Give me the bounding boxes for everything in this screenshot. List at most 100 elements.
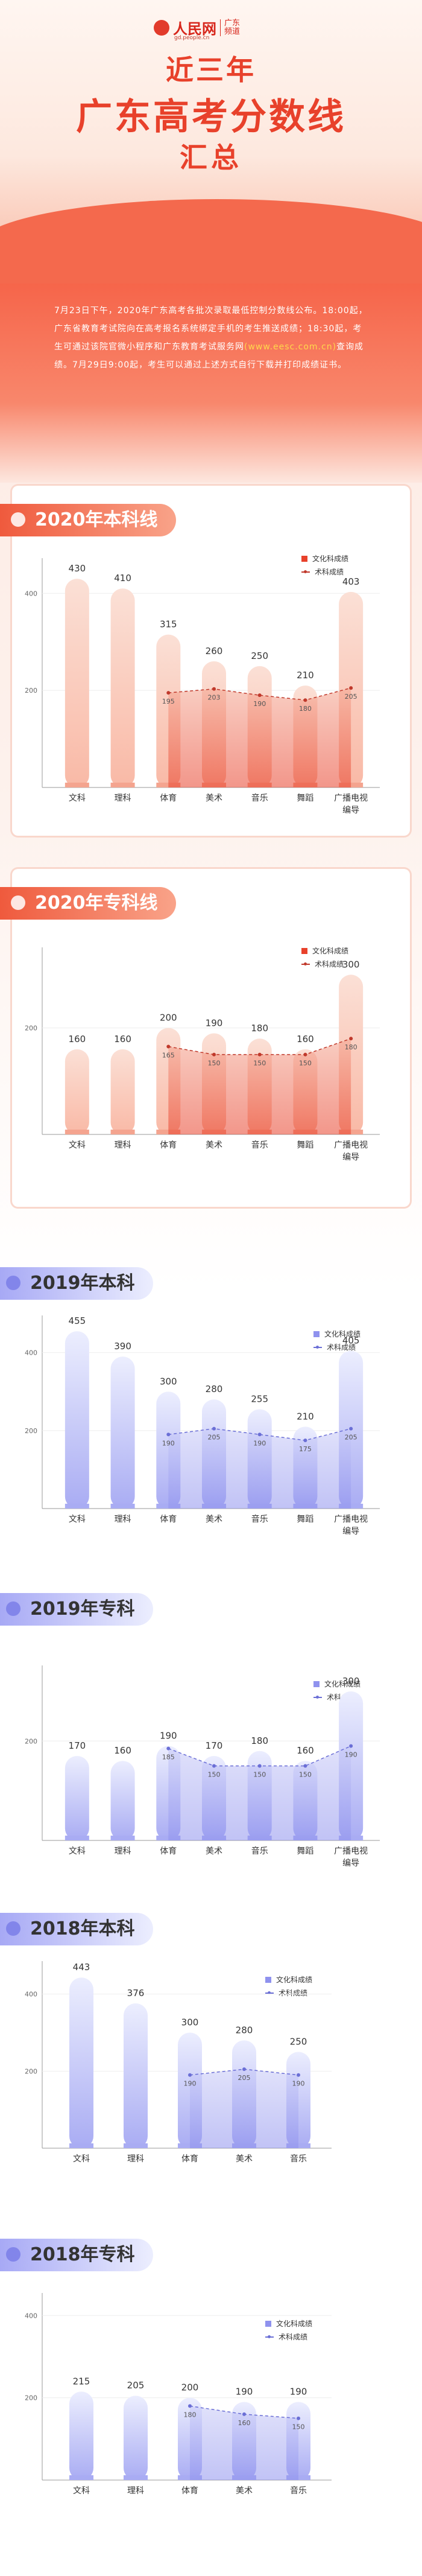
legend-line-icon — [301, 570, 310, 573]
category-label-cont: 编导 — [342, 806, 359, 815]
data-label-art: 205 — [238, 2074, 251, 2082]
chart-legend: 文化科成绩术科成绩 — [301, 552, 348, 579]
legend-label: 文化科成绩 — [312, 555, 349, 563]
data-label-culture: 190 — [160, 1731, 177, 1741]
data-label-art: 180 — [184, 2411, 197, 2419]
art-point — [257, 1764, 262, 1768]
chart-title: 2020年专科线 — [0, 887, 176, 920]
legend-label: 文化科成绩 — [324, 1330, 361, 1338]
chart-title-text: 2019年本科 — [30, 1273, 135, 1294]
title-dot-icon — [6, 1601, 20, 1616]
category-label: 体育 — [160, 1140, 177, 1150]
legend-item-art: 术科成绩 — [301, 565, 348, 579]
category-label: 文科 — [69, 1140, 86, 1150]
chart-legend: 文化科成绩术科成绩 — [265, 2317, 312, 2344]
data-label-art: 150 — [253, 1060, 266, 1067]
category-label: 文科 — [69, 793, 86, 803]
data-label-art: 150 — [292, 2423, 305, 2431]
legend-swatch — [313, 1331, 320, 1337]
y-tick-label: 200 — [25, 687, 37, 695]
data-label-art: 180 — [299, 705, 312, 713]
bar-base — [124, 2475, 148, 2480]
category-label: 文科 — [73, 2486, 90, 2496]
title-dot-icon — [6, 2247, 20, 2262]
category-label: 美术 — [206, 1515, 222, 1524]
data-label-art: 180 — [345, 1043, 357, 1051]
data-label-culture: 403 — [342, 576, 360, 587]
brand-domain: gd.people.cn — [174, 35, 210, 41]
data-label-culture: 160 — [114, 1745, 131, 1756]
legend-label: 文化科成绩 — [276, 1976, 313, 1984]
art-point — [257, 1433, 262, 1437]
bar-base — [110, 1836, 135, 1840]
legend-label: 术科成绩 — [315, 568, 344, 576]
intro-paragraph: 7月23日下午，2020年广东高考各批次录取最低控制分数线公布。18:00起，广… — [54, 302, 368, 374]
art-point — [188, 2073, 192, 2077]
chart-section-2018-junior: 2018年专科 文化科成绩 术科成绩 200 400 215 文科 205 理科 200 体育 190… — [0, 2227, 422, 2571]
data-label-culture: 250 — [290, 2036, 307, 2047]
art-point — [212, 1426, 216, 1431]
data-label-art: 190 — [253, 1439, 266, 1447]
art-line — [168, 1428, 351, 1441]
category-label: 音乐 — [251, 1514, 268, 1524]
people-logo: 人民网 广东 频道 gd.people.cn — [154, 17, 240, 41]
art-area — [168, 1746, 351, 1840]
art-point — [257, 1052, 262, 1057]
data-label-culture: 210 — [297, 670, 314, 681]
y-tick-label: 200 — [25, 2067, 37, 2075]
legend-item-culture: 文化科成绩 — [313, 1678, 361, 1691]
data-label-art: 190 — [345, 1751, 357, 1759]
art-point — [303, 1052, 307, 1057]
category-label: 理科 — [115, 1515, 131, 1524]
data-label-art: 150 — [299, 1770, 312, 1778]
chart-section-2019-junior: 2019年专科文化科成绩术科成绩200170文科160理科190体育170美术1… — [0, 1581, 422, 1907]
data-label-culture: 215 — [73, 2376, 90, 2387]
y-tick-label: 200 — [25, 2394, 37, 2402]
art-point — [303, 698, 307, 702]
data-label-art: 205 — [345, 1434, 357, 1442]
legend-swatch — [265, 2321, 271, 2327]
brand-name: 人民网 — [173, 20, 216, 37]
art-point — [257, 693, 262, 698]
chart-svg: 200 400 430 文科 410 理科 315 体育 260 美术 250 音乐 210 舞蹈 403 广… — [25, 558, 380, 815]
y-tick-label: 200 — [25, 1737, 37, 1745]
data-label-culture: 315 — [160, 619, 177, 630]
bar-culture — [65, 579, 89, 787]
data-label-culture: 210 — [297, 1411, 314, 1422]
chart-svg: 200 400 443 文科 376 理科 300 体育 280 美术 250 音乐 190 205 190 — [25, 1961, 332, 2164]
bar-culture — [65, 1049, 89, 1134]
legend-item-culture: 文化科成绩 — [265, 1973, 312, 1986]
y-tick-label: 400 — [25, 1349, 37, 1357]
category-label: 美术 — [206, 1846, 222, 1856]
legend-swatch — [301, 556, 307, 562]
art-point — [349, 1744, 353, 1748]
category-label-cont: 编导 — [342, 1527, 359, 1536]
art-point — [297, 2073, 300, 2077]
legend-item-art: 术科成绩 — [313, 1341, 361, 1354]
data-label-art: 190 — [292, 2080, 305, 2088]
data-label-culture: 190 — [290, 2386, 307, 2397]
category-label: 音乐 — [290, 2154, 307, 2164]
category-label: 广播电视 — [334, 1140, 368, 1150]
category-label: 文科 — [69, 1515, 86, 1524]
data-label-culture: 200 — [181, 2382, 199, 2393]
chart-title-text: 2020年本科线 — [35, 509, 158, 530]
data-label-culture: 405 — [342, 1335, 360, 1346]
art-point — [303, 1764, 307, 1768]
data-label-culture: 300 — [160, 1376, 177, 1387]
data-label-art: 190 — [253, 700, 266, 708]
title-line-3: 汇总 — [180, 141, 242, 174]
category-label-cont: 编导 — [342, 1153, 359, 1162]
bar-base — [110, 1504, 135, 1509]
legend-line-icon — [265, 2335, 274, 2338]
category-label: 体育 — [181, 2154, 198, 2164]
art-point — [166, 1746, 171, 1751]
data-label-culture: 280 — [206, 1384, 223, 1395]
bar-culture — [69, 1977, 93, 2148]
bar-base — [110, 783, 135, 787]
data-label-art: 165 — [162, 1051, 175, 1059]
category-label: 广播电视 — [334, 793, 368, 803]
chart-card-2020-junior: 2020年专科线 文化科成绩 术科成绩 200 160 文科 160 理科 200 体育 190 美术… — [0, 869, 410, 1207]
data-label-art: 195 — [162, 698, 175, 705]
people-logo-icon — [154, 19, 169, 36]
